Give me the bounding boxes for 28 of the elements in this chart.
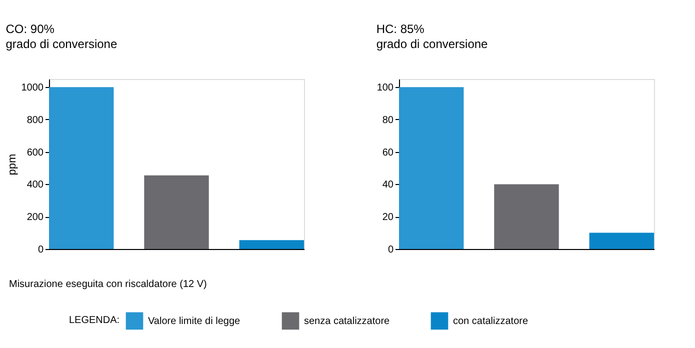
bar (589, 232, 654, 249)
legend-label: Valore limite di legge (148, 316, 241, 327)
text: Misurazione eseguita con riscaldatore (12 V) (9, 279, 207, 290)
bar (239, 240, 304, 249)
legend-label: con catalizzatore (453, 316, 528, 327)
y-tick-label: 600 (26, 147, 44, 158)
y-tick-label: 0 (388, 244, 394, 256)
y-tick-label: 400 (26, 180, 44, 191)
y-tick-label: 200 (26, 212, 44, 224)
y-tick-label: 80 (382, 114, 394, 126)
legend-title: LEGENDA: (69, 315, 120, 326)
chart-subtitle: grado di conversione (376, 37, 488, 51)
bar (399, 87, 464, 249)
y-tick-label: 0 (38, 244, 44, 256)
y-tick-label: 1000 (21, 82, 44, 94)
bar (494, 184, 559, 249)
bar (144, 175, 209, 249)
chart-subtitle: grado di conversione (6, 37, 118, 51)
y-tick-label: 20 (382, 212, 394, 224)
chart-title: CO: 90% (6, 22, 55, 36)
y-tick-label: 40 (382, 180, 394, 191)
chart-title: HC: 85% (376, 22, 425, 36)
legend-label: senza catalizzatore (304, 316, 390, 327)
y-axis-title: ppm (6, 154, 18, 176)
bar (49, 87, 114, 249)
y-tick-label: 60 (382, 147, 394, 158)
y-tick-label: 100 (376, 82, 394, 94)
y-tick-label: 800 (26, 114, 44, 126)
